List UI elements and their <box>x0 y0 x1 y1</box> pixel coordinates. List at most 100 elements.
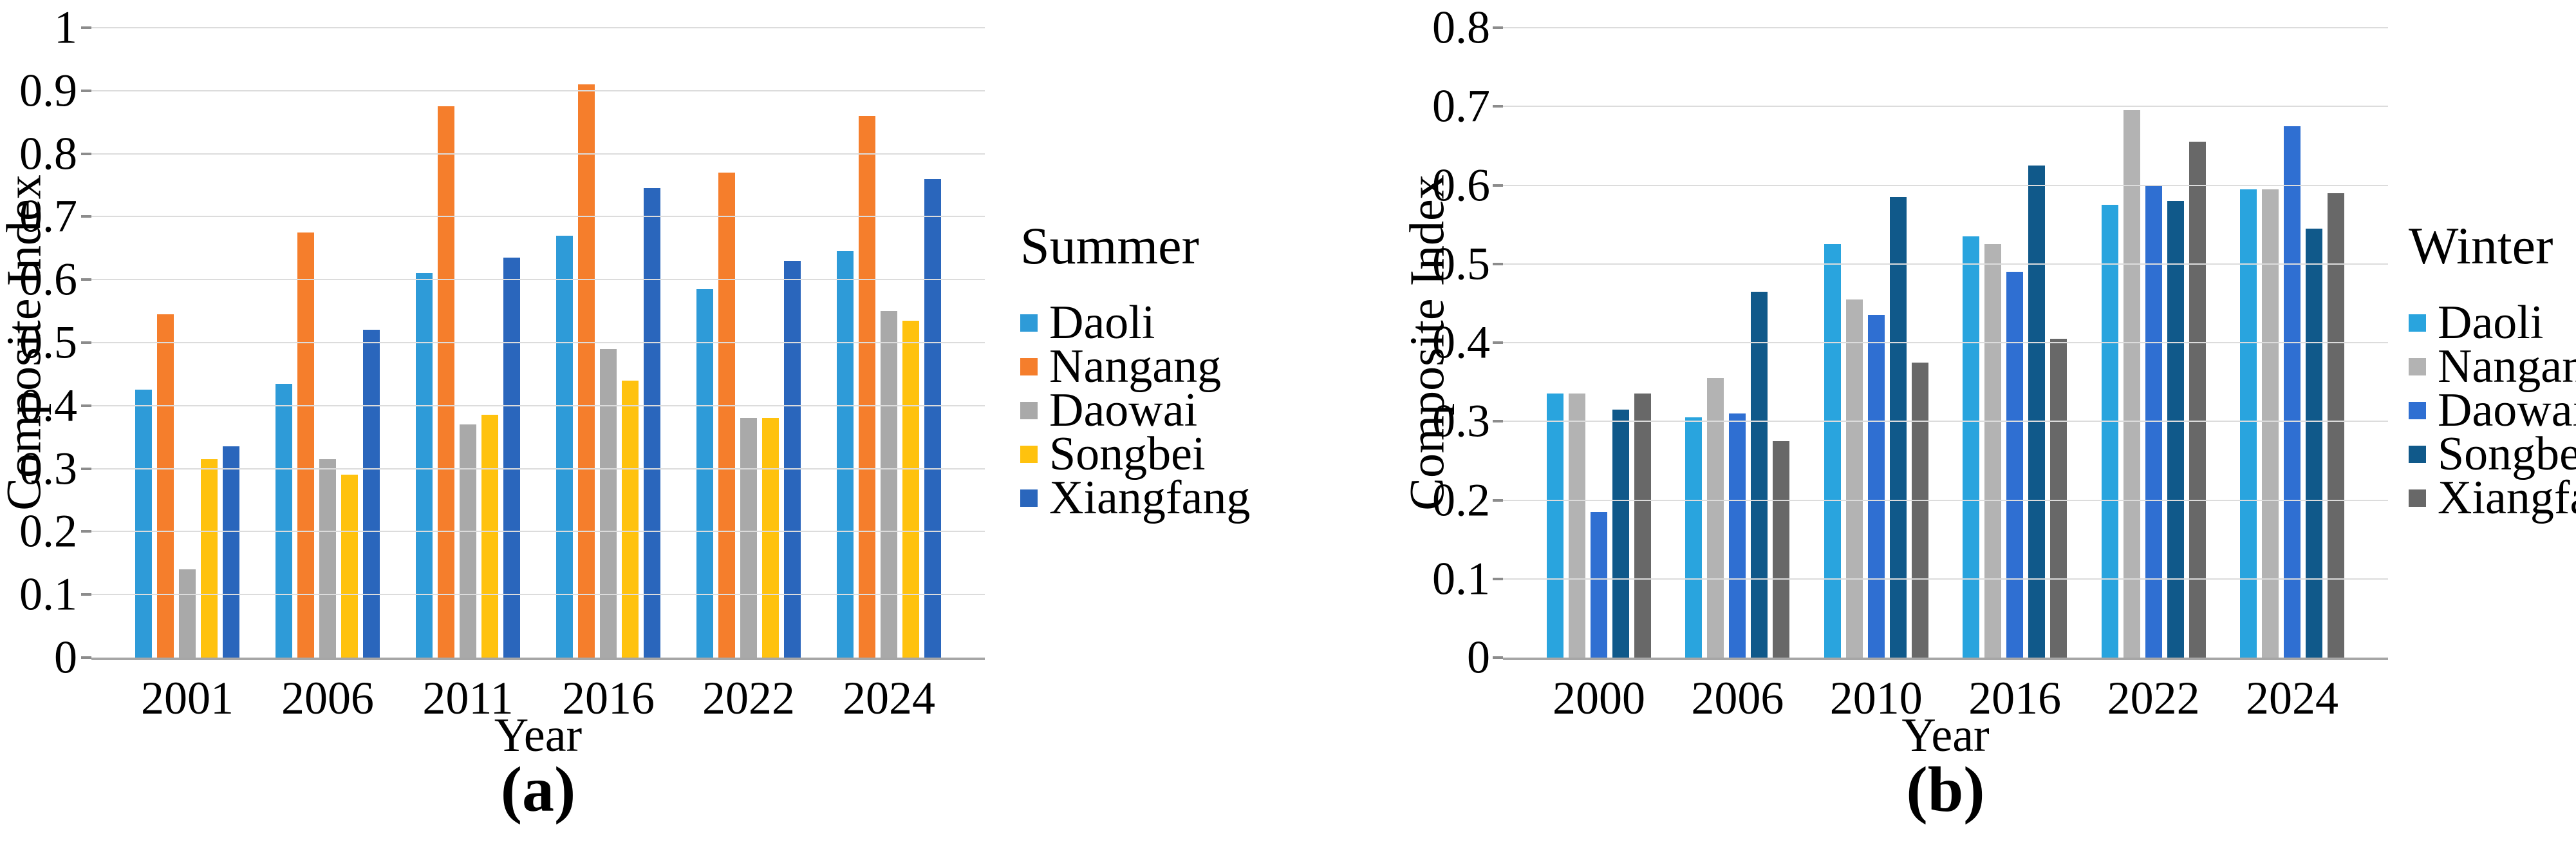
legend-label: Xiangfang <box>2438 471 2576 524</box>
y-tick-label: 0.3 <box>19 442 77 495</box>
x-tick-label: 2000 <box>1553 672 1645 724</box>
legend-label: Daowai <box>2438 383 2576 437</box>
bar-songbei-2022 <box>762 418 779 658</box>
legend-item-nangang: Nangang <box>1020 340 1250 393</box>
legend-title: Winter <box>2409 216 2553 275</box>
bar-songbei-2001 <box>201 459 218 658</box>
bar-nangang-2001 <box>157 314 174 658</box>
bar-daoli-2010 <box>1824 244 1841 658</box>
y-tick-mark <box>81 89 91 92</box>
bar-group-2024 <box>837 28 941 658</box>
subfigure-caption-b: (b) <box>1906 754 1985 825</box>
bar-songbei-2024 <box>2305 228 2322 658</box>
y-tick-label: 0.2 <box>1432 474 1490 526</box>
bar-nangang-2011 <box>438 106 454 658</box>
legend-swatch <box>2409 489 2426 507</box>
bar-daoli-2011 <box>416 273 433 658</box>
y-tick-label: 0.5 <box>19 316 77 368</box>
y-tick-mark <box>81 278 91 281</box>
y-tick-label: 1 <box>54 1 77 53</box>
gridline <box>1503 184 2388 186</box>
gridline <box>91 531 985 533</box>
legend-swatch <box>1020 314 1038 332</box>
gridline <box>91 216 985 218</box>
bar-nangang-2006 <box>1707 378 1724 658</box>
x-axis-tick-labels: 2001 2006 2011 2016 2022 2024 <box>91 672 985 725</box>
bar-xiangfang-2016 <box>2050 338 2067 658</box>
gridline <box>91 27 985 28</box>
gridline <box>91 90 985 91</box>
bar-group-2001 <box>135 28 239 658</box>
y-tick-mark <box>81 26 91 29</box>
bar-daowai-2010 <box>1867 315 1885 658</box>
legend-item-xiangfang: Xiangfang <box>2409 471 2576 524</box>
bar-xiangfang-2001 <box>223 446 239 658</box>
legend-item-songbei: Songbei <box>2409 428 2576 480</box>
y-tick-mark <box>1493 656 1503 659</box>
legend-label: Daoli <box>1049 296 1155 349</box>
gridline <box>91 468 985 470</box>
bar-xiangfang-2006 <box>1773 441 1790 658</box>
y-tick-mark <box>81 530 91 533</box>
x-tick-label: 2022 <box>2107 672 2200 724</box>
bar-daowai-2000 <box>1591 511 1607 658</box>
bar-daowai-2024 <box>2283 126 2301 658</box>
bar-group-2010 <box>1824 28 1928 658</box>
bar-nangang-2016 <box>578 84 595 658</box>
legend-item-songbei: Songbei <box>1020 428 1250 480</box>
gridline <box>1503 106 2388 108</box>
bar-songbei-2011 <box>481 415 498 658</box>
x-tick-label: 2016 <box>562 672 655 724</box>
bar-nangang-2024 <box>2261 189 2279 658</box>
y-tick-mark <box>81 341 91 344</box>
x-tick-label: 2006 <box>281 672 374 724</box>
bar-daowai-2006 <box>1729 413 1746 658</box>
y-tick-label: 0.7 <box>1432 80 1490 132</box>
legend-swatch <box>2409 401 2426 419</box>
y-tick-mark <box>1493 341 1503 344</box>
bar-daowai-2016 <box>600 348 617 658</box>
y-tick-mark <box>81 467 91 470</box>
x-tick-label: 2024 <box>843 672 935 724</box>
bar-group-2006 <box>1685 28 1790 658</box>
bar-group-2000 <box>1547 28 1651 658</box>
legend-label: Nangang <box>2438 339 2576 393</box>
x-axis-title: Year <box>494 709 583 762</box>
bar-xiangfang-2006 <box>363 330 380 658</box>
legend-item-nangang: Nangang <box>2409 340 2576 393</box>
x-axis-tick-labels: 2000 2006 2010 2016 2022 2024 <box>1503 672 2388 725</box>
bar-group-2022 <box>696 28 801 658</box>
legend-label: Daoli <box>2438 296 2544 349</box>
bar-nangang-2022 <box>718 172 735 658</box>
y-tick-label: 0.3 <box>1432 395 1490 447</box>
bar-xiangfang-2022 <box>784 260 801 658</box>
bar-group-2016 <box>556 28 660 658</box>
legend-item-daoli: Daoli <box>1020 296 1250 349</box>
bar-xiangfang-2024 <box>924 178 941 658</box>
legend-swatch <box>1020 489 1038 507</box>
gridline <box>1503 499 2388 501</box>
y-tick-mark <box>81 656 91 659</box>
bar-daoli-2006 <box>1685 417 1703 658</box>
bar-daoli-2022 <box>2101 205 2118 658</box>
legend-item-daoli: Daoli <box>2409 296 2576 349</box>
y-tick-label: 0.8 <box>1432 1 1490 53</box>
bar-daoli-2001 <box>135 390 152 658</box>
bar-nangang-2006 <box>297 232 314 658</box>
x-tick-label: 2011 <box>422 672 514 724</box>
gridline <box>91 404 985 406</box>
y-tick-label: 0.1 <box>19 568 77 620</box>
bar-nangang-2010 <box>1845 299 1863 658</box>
x-tick-label: 2010 <box>1829 672 1923 724</box>
y-tick-mark <box>1493 577 1503 580</box>
bar-group-2016 <box>1963 28 2067 658</box>
bar-songbei-2006 <box>341 475 358 658</box>
plot-area <box>91 27 985 660</box>
legend-swatch <box>1020 445 1038 463</box>
legend: Summer Daoli Nangang Daowai Songbei Xiangfan… <box>1020 216 1250 524</box>
gridline <box>1503 27 2388 28</box>
legend-item-xiangfang: Xiangfang <box>1020 471 1250 524</box>
bar-daowai-2011 <box>460 424 476 658</box>
